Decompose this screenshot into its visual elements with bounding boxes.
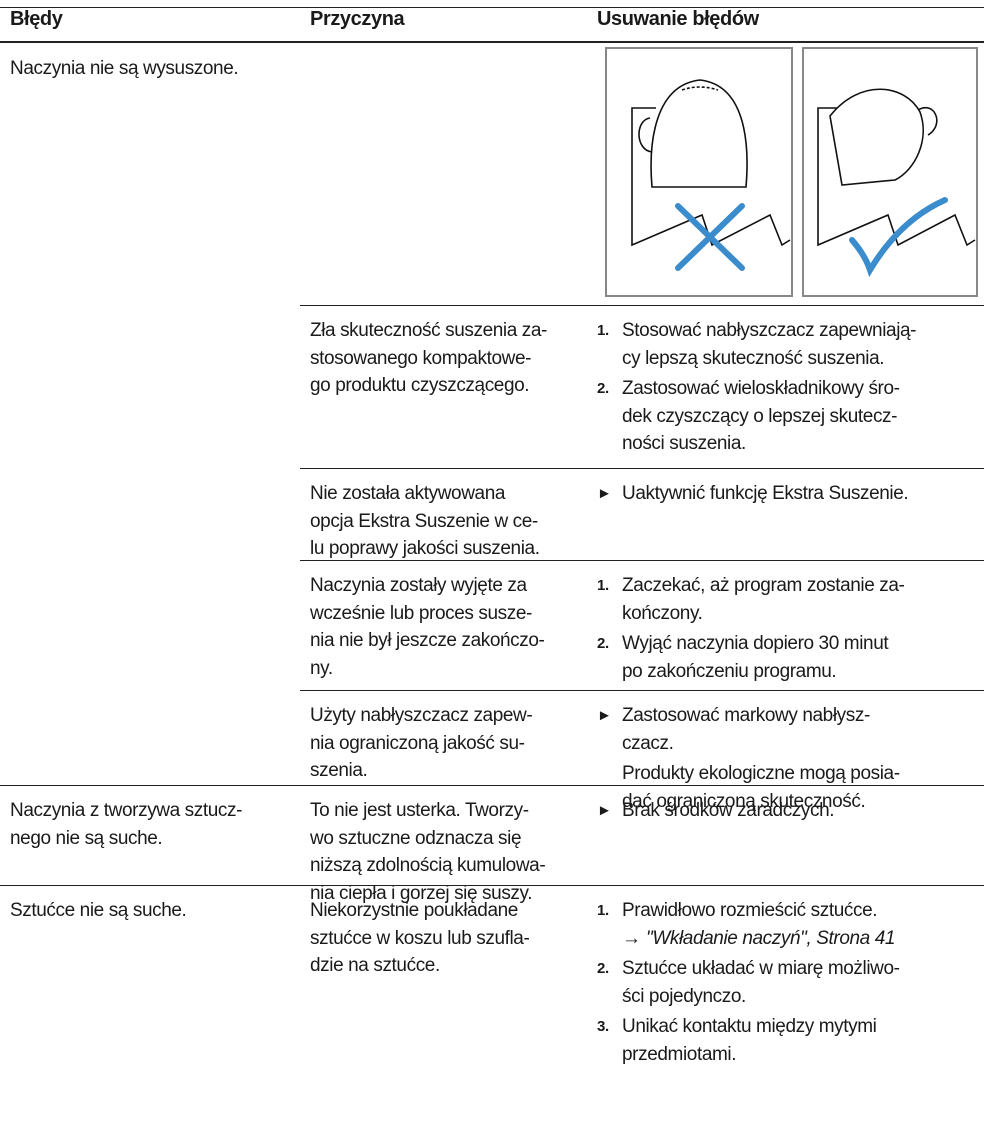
cause-text: szenia.: [310, 760, 368, 781]
step-marker: 2.: [597, 635, 609, 652]
remedy-text: Unikać kontaktu między mytymi: [622, 1016, 877, 1037]
remedy-text: dek czyszczący o lepszej skutecz-: [622, 405, 898, 427]
cause-text: go produktu czyszczącego.: [310, 375, 530, 396]
header-rule: [0, 41, 984, 43]
remedy-text: po zakończeniu programu.: [622, 660, 837, 682]
cross-reference: "Wkładanie naczyń", Strona 41: [646, 927, 896, 949]
step-marker: 2.: [597, 960, 609, 977]
row-rule: [0, 785, 984, 786]
cause-text: stosowanego kompaktowe-: [310, 347, 532, 369]
remedy-text: Prawidłowo rozmieścić sztućce.: [622, 900, 878, 921]
row-rule: [300, 468, 984, 469]
row-rule: [300, 305, 984, 306]
remedy-text: Stosować nabłyszczacz zapewniają-: [622, 320, 917, 341]
cause-text: Użyty nabłyszczacz zapew-: [310, 705, 533, 726]
step-marker: ►: [597, 802, 612, 819]
step-marker: 1.: [597, 577, 609, 594]
remedy-text: Zastosować markowy nabłysz-: [622, 705, 870, 726]
cause-text: opcja Ekstra Suszenie w ce-: [310, 510, 538, 532]
fault-text: nego nie są suche.: [10, 827, 163, 849]
step-marker: 1.: [597, 902, 609, 919]
fault-text: Naczynia nie są wysuszone.: [10, 58, 239, 79]
remedy-text: przedmiotami.: [622, 1043, 737, 1065]
fault-text: Sztućce nie są suche.: [10, 900, 187, 921]
row-rule: [300, 560, 984, 561]
column-header: Usuwanie błędów: [597, 8, 759, 30]
cause-text: wo sztuczne odznacza się: [310, 827, 522, 849]
table-top-rule: [0, 7, 984, 8]
cause-text: Niekorzystnie poukładane: [310, 900, 518, 921]
remedy-text: czacz.: [622, 732, 674, 754]
cause-text: sztućce w koszu lub szufla-: [310, 927, 530, 949]
remedy-text: dać ograniczoną skuteczność.: [622, 790, 866, 812]
remedy-text: Uaktywnić funkcję Ekstra Suszenie.: [622, 483, 909, 504]
step-marker: ►: [597, 485, 612, 502]
step-marker: ►: [597, 707, 612, 724]
remedy-text: ności suszenia.: [622, 433, 746, 454]
remedy-text: Zaczekać, aż program zostanie za-: [622, 575, 905, 596]
cause-text: ny.: [310, 657, 333, 679]
remedy-text: Brak środków zaradczych.: [622, 800, 835, 821]
remedy-text: cy lepszą skuteczność suszenia.: [622, 347, 885, 369]
cause-text: nia nie był jeszcze zakończo-: [310, 630, 545, 651]
remedy-text: Wyjąć naczynia dopiero 30 minut: [622, 633, 889, 654]
row-rule: [0, 885, 984, 886]
cause-text: nia ograniczoną jakość su-: [310, 732, 525, 754]
link-arrow: →: [622, 927, 641, 949]
cause-text: nia ciepła i gorzej się suszy.: [310, 882, 533, 904]
cause-text: dzie na sztućce.: [310, 955, 440, 976]
remedy-text: Produkty ekologiczne mogą posia-: [622, 763, 900, 784]
step-marker: 1.: [597, 322, 609, 339]
cause-text: lu poprawy jakości suszenia.: [310, 538, 540, 559]
row-rule: [300, 690, 984, 691]
column-header: Przyczyna: [310, 8, 405, 30]
cause-text: Naczynia zostały wyjęte za: [310, 575, 527, 596]
remedy-text: kończony.: [622, 602, 703, 624]
remedy-text: Sztućce układać w miarę możliwo-: [622, 958, 900, 979]
step-marker: 3.: [597, 1018, 609, 1035]
drying-illustration: [605, 47, 978, 297]
remedy-text: Zastosować wieloskładnikowy śro-: [622, 378, 900, 399]
cause-text: niższą zdolnością kumulowa-: [310, 855, 546, 876]
step-marker: 2.: [597, 380, 609, 397]
cause-text: wcześnie lub proces susze-: [310, 602, 532, 624]
cause-text: Nie została aktywowana: [310, 483, 506, 504]
remedy-text: ści pojedynczo.: [622, 985, 746, 1007]
column-header: Błędy: [10, 8, 63, 30]
cause-text: To nie jest usterka. Tworzy-: [310, 800, 529, 821]
fault-text: Naczynia z tworzywa sztucz-: [10, 800, 243, 821]
cause-text: Zła skuteczność suszenia za-: [310, 320, 547, 341]
